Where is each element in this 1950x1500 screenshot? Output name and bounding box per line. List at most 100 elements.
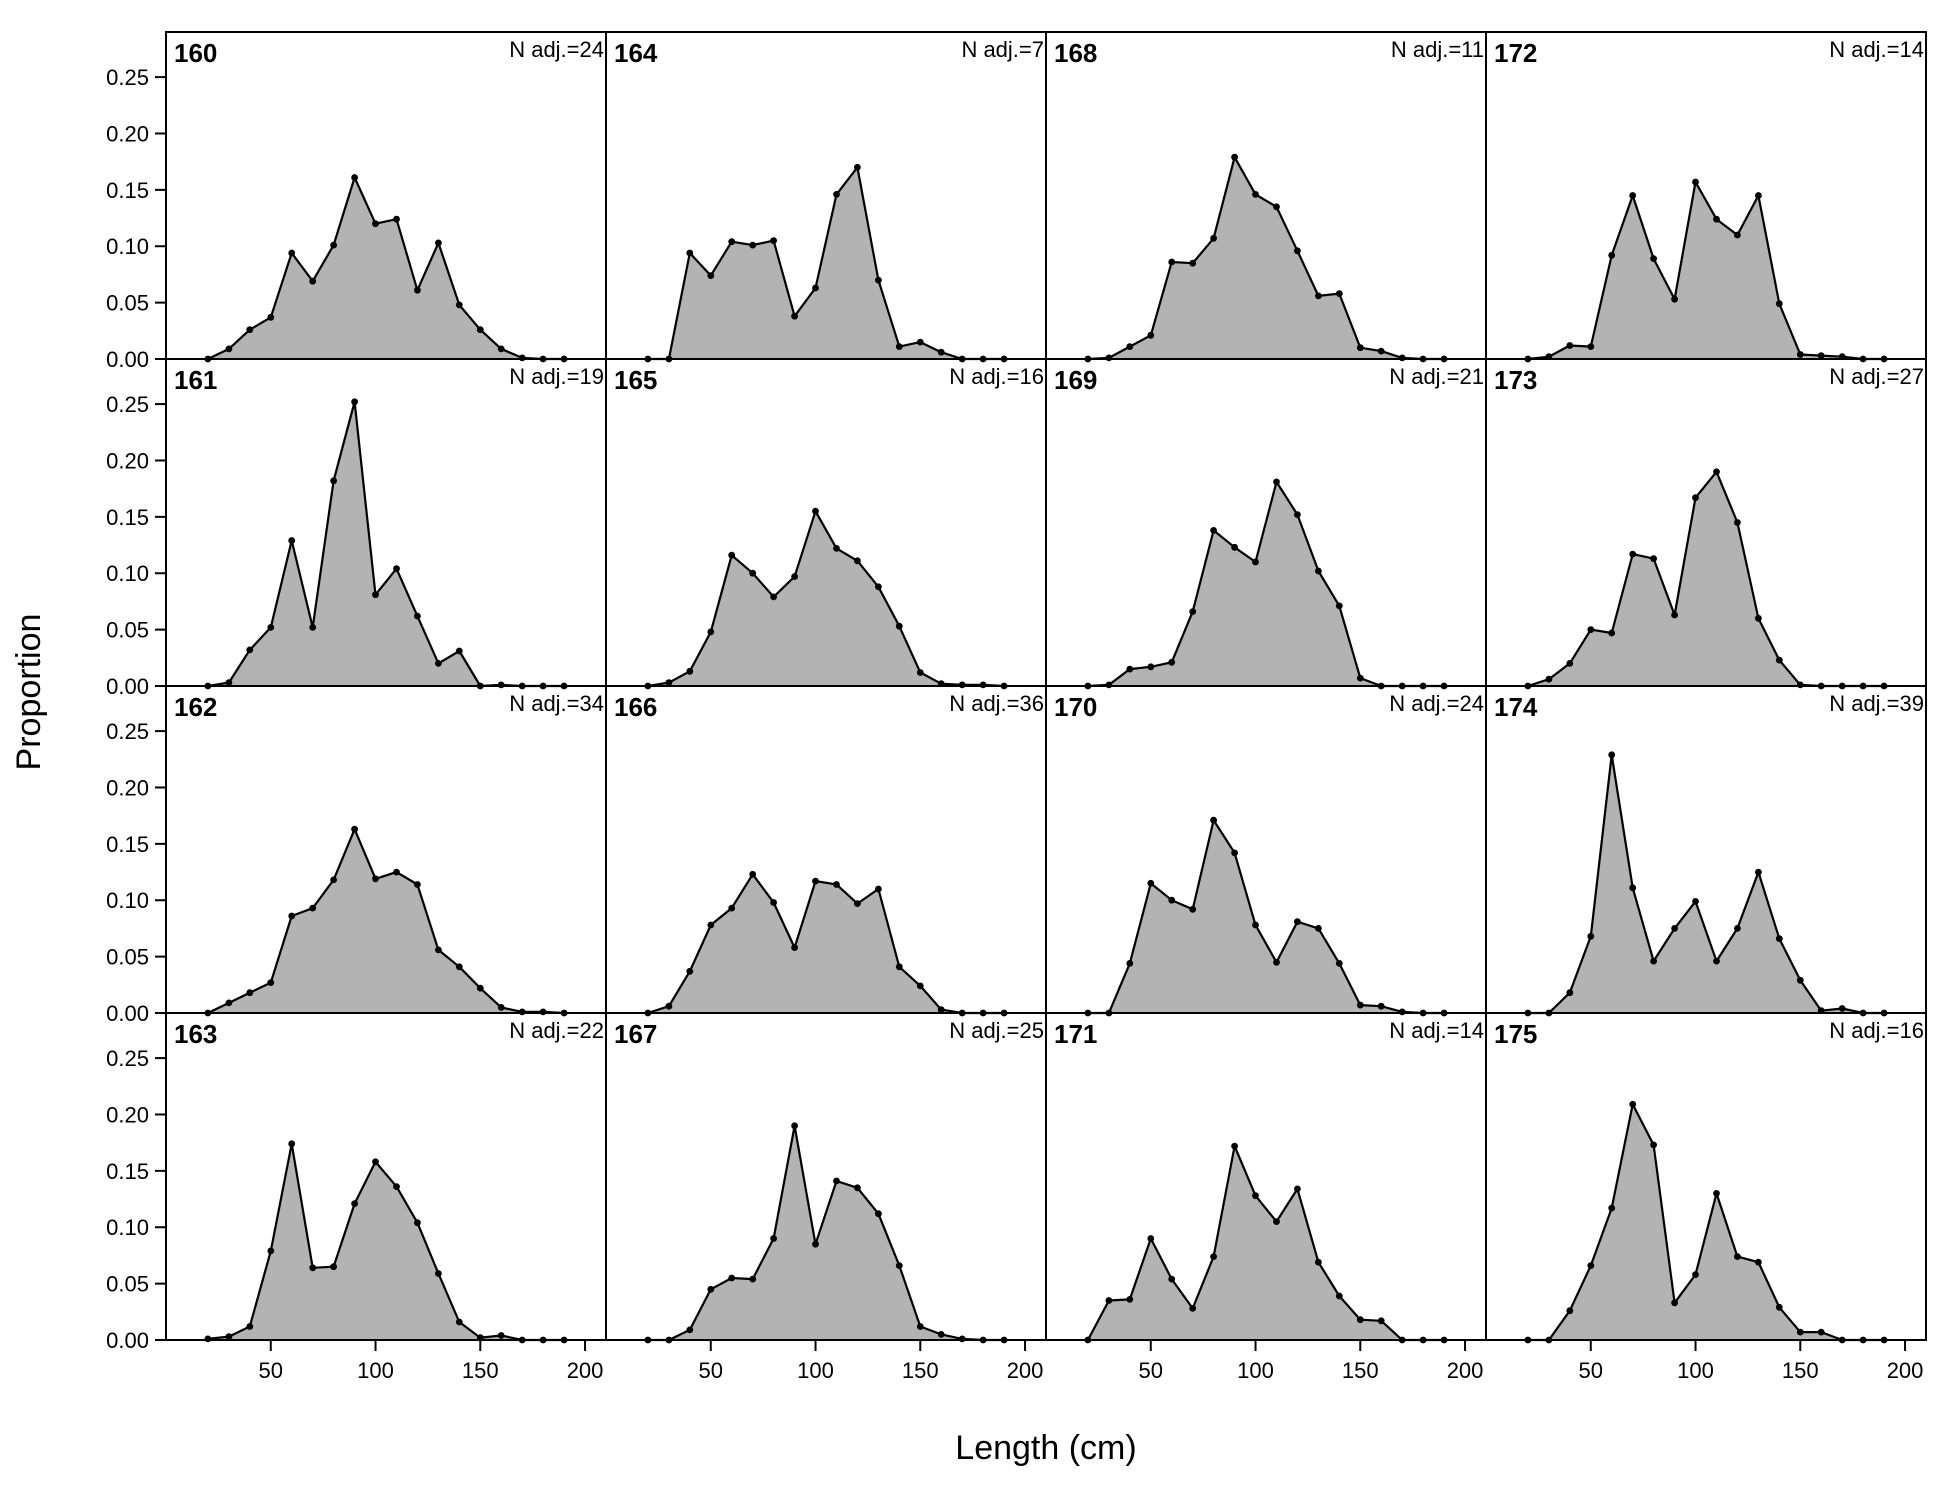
- data-point: [351, 174, 358, 181]
- data-point: [791, 573, 798, 580]
- data-point: [854, 163, 861, 171]
- panel-n-label: N adj.=24: [1389, 691, 1484, 716]
- data-point: [707, 272, 715, 279]
- series-area: [207, 177, 565, 359]
- panel-n-label: N adj.=19: [509, 364, 604, 389]
- x-tick-label: 50: [1579, 1358, 1603, 1383]
- series-line: [647, 510, 1005, 688]
- data-point: [246, 646, 254, 654]
- data-point: [1817, 1328, 1825, 1336]
- y-tick-label: 0.05: [106, 945, 149, 970]
- series-area: [1087, 820, 1445, 1013]
- data-point: [225, 679, 233, 686]
- data-point: [435, 660, 442, 667]
- y-tick-label: 0.25: [106, 65, 149, 90]
- data-point: [288, 1140, 296, 1148]
- data-point: [1587, 932, 1595, 940]
- data-point: [372, 1158, 379, 1166]
- data-point: [1252, 558, 1259, 566]
- data-point: [1231, 153, 1238, 161]
- data-point: [225, 1333, 233, 1340]
- data-point: [916, 1323, 924, 1330]
- series-line: [207, 176, 565, 361]
- data-point: [1126, 960, 1134, 967]
- data-point: [770, 237, 777, 245]
- data-point: [518, 354, 526, 362]
- data-point: [1356, 674, 1364, 682]
- data-point: [1315, 925, 1322, 932]
- series-line: [1527, 1103, 1885, 1342]
- data-point: [749, 569, 757, 577]
- y-tick-label: 0.05: [106, 1272, 149, 1297]
- data-point: [309, 277, 317, 285]
- data-point: [1713, 468, 1720, 476]
- data-point: [1147, 663, 1155, 671]
- data-point: [1734, 231, 1741, 239]
- data-point: [833, 1177, 840, 1185]
- panel-id-label: 175: [1494, 1019, 1537, 1049]
- data-point: [1147, 1235, 1155, 1242]
- series-line: [1087, 819, 1445, 1015]
- data-point: [372, 220, 379, 228]
- data-point: [1566, 660, 1574, 667]
- data-point: [854, 557, 861, 565]
- data-point: [958, 681, 966, 689]
- data-point: [1671, 925, 1678, 932]
- y-tick-label: 0.00: [106, 1001, 149, 1026]
- data-point: [728, 551, 736, 559]
- x-tick-label: 150: [902, 1358, 939, 1383]
- data-point: [1796, 976, 1804, 984]
- panel-165: 165 N adj.=16: [605, 358, 1047, 690]
- data-point: [707, 628, 715, 636]
- panel-n-label: N adj.=27: [1829, 364, 1924, 389]
- data-point: [351, 398, 358, 406]
- data-point: [1398, 1008, 1406, 1016]
- data-point: [309, 904, 317, 912]
- data-point: [1566, 1307, 1574, 1315]
- series-area: [1527, 1104, 1885, 1340]
- data-point: [812, 284, 819, 292]
- y-tick-label: 0.15: [106, 832, 149, 857]
- data-point: [937, 1331, 945, 1338]
- data-point: [770, 1235, 777, 1242]
- data-point: [1796, 1328, 1804, 1336]
- data-point: [1671, 1299, 1678, 1307]
- panel-174: 174 N adj.=39: [1485, 685, 1927, 1017]
- data-point: [330, 876, 337, 884]
- data-point: [1734, 519, 1741, 526]
- data-point: [330, 1263, 337, 1271]
- data-point: [497, 345, 505, 353]
- data-point: [330, 241, 337, 249]
- y-tick-label: 0.15: [106, 178, 149, 203]
- data-point: [1356, 1001, 1364, 1009]
- data-point: [1147, 879, 1155, 887]
- data-point: [1755, 1258, 1762, 1266]
- data-point: [539, 1008, 547, 1016]
- data-point: [1398, 354, 1406, 362]
- data-point: [1189, 259, 1197, 267]
- data-point: [1671, 611, 1678, 619]
- data-point: [875, 885, 882, 893]
- data-point: [728, 1274, 736, 1282]
- series-area: [1527, 471, 1885, 686]
- panel-n-label: N adj.=34: [509, 691, 604, 716]
- panel-id-label: 162: [174, 692, 217, 722]
- data-point: [455, 301, 463, 309]
- panel-id-label: 173: [1494, 365, 1537, 395]
- data-point: [791, 944, 798, 951]
- data-point: [1671, 295, 1678, 303]
- data-point: [497, 1332, 505, 1339]
- y-tick-label: 0.10: [106, 561, 149, 586]
- data-point: [1545, 675, 1553, 683]
- data-point: [1566, 342, 1574, 349]
- data-point: [665, 679, 673, 686]
- data-point: [267, 624, 275, 631]
- data-point: [791, 1122, 798, 1130]
- x-tick-label: 150: [1342, 1358, 1379, 1383]
- data-point: [1294, 1185, 1301, 1193]
- data-point: [749, 870, 757, 878]
- x-tick-label: 150: [462, 1358, 499, 1383]
- data-point: [916, 338, 924, 346]
- data-point: [1650, 255, 1657, 262]
- data-point: [1650, 957, 1657, 965]
